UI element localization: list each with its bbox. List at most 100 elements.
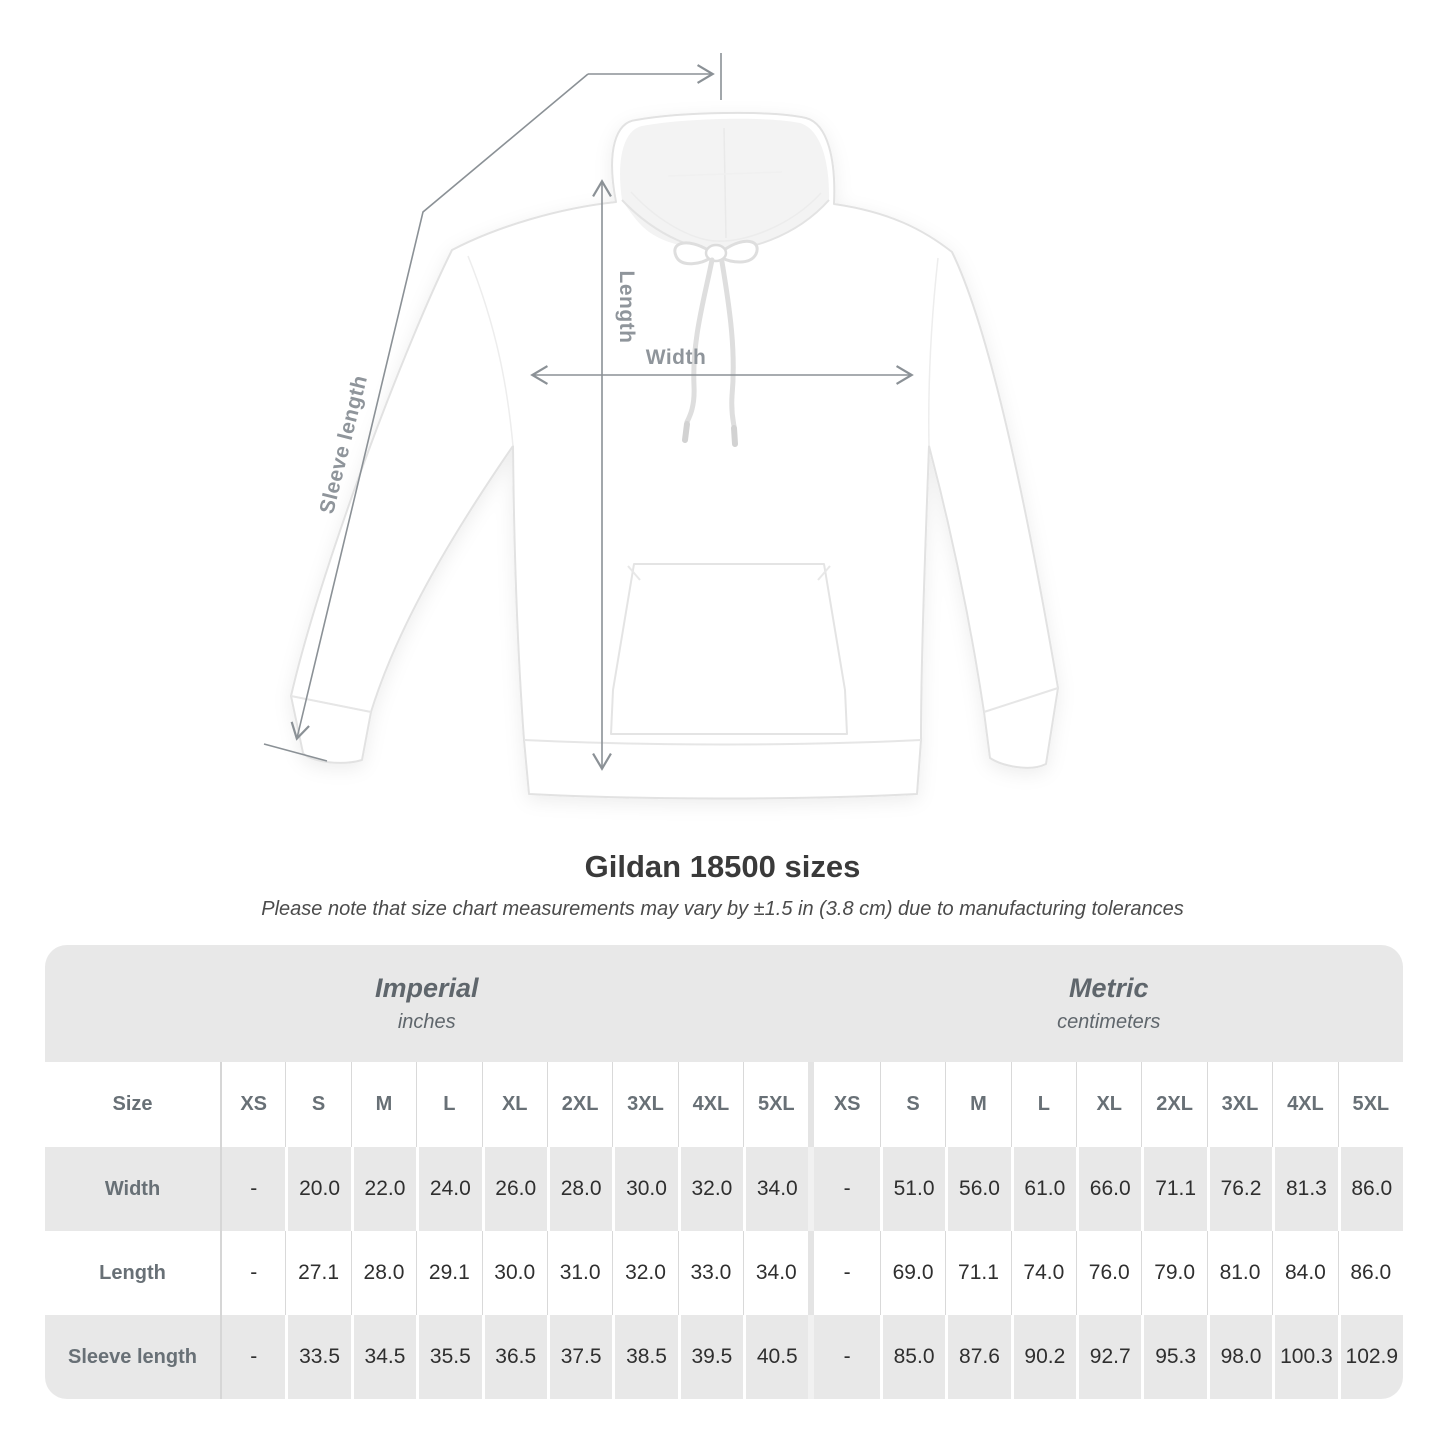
- table-cell: 36.5: [481, 1315, 547, 1399]
- table-cell: 40.5: [743, 1315, 809, 1399]
- table-cell: 33.0: [677, 1231, 743, 1315]
- metric-group-header: Metric centimeters: [815, 945, 1404, 1062]
- table-cell: 51.0: [879, 1147, 946, 1231]
- unit-divider: [808, 1315, 815, 1399]
- table-cell: -: [814, 1147, 880, 1231]
- table-cell: 22.0: [350, 1147, 417, 1231]
- table-cell: 34.0: [743, 1147, 809, 1231]
- size-table: Imperial inches Metric centimeters Size …: [45, 945, 1403, 1399]
- column-header: M: [350, 1062, 416, 1147]
- row-label: Width: [45, 1147, 220, 1231]
- column-header: 4XL: [1272, 1062, 1337, 1147]
- unit-divider: [808, 1231, 815, 1315]
- hood-rim-inner: [630, 191, 822, 242]
- table-cell: 95.3: [1141, 1315, 1207, 1399]
- table-cell: 24.0: [416, 1147, 482, 1231]
- table-cell: 81.0: [1206, 1231, 1272, 1315]
- hood-center-seam: [723, 127, 727, 239]
- hem-seam: [523, 739, 922, 746]
- table-row-sleeve-length: Sleeve length - 33.5 34.5 35.5 36.5 37.5…: [45, 1315, 1403, 1399]
- table-cell: 27.1: [285, 1231, 350, 1315]
- table-cell: 100.3: [1272, 1315, 1338, 1399]
- table-cell: -: [220, 1147, 286, 1231]
- metric-unit: centimeters: [1057, 1011, 1161, 1033]
- table-row-width: Width - 20.0 22.0 24.0 26.0 28.0 30.0 32…: [45, 1147, 1403, 1231]
- imperial-label: Imperial: [374, 973, 479, 1003]
- drawstring-right: [719, 259, 737, 429]
- column-header: L: [416, 1062, 481, 1147]
- left-shoulder-seam: [467, 255, 514, 447]
- table-cell: 28.0: [546, 1147, 613, 1231]
- column-header: 2XL: [546, 1062, 612, 1147]
- table-cell: 98.0: [1206, 1315, 1273, 1399]
- drawstring-loop-left: [673, 241, 711, 266]
- column-header: M: [945, 1062, 1010, 1147]
- length-label: Length: [615, 271, 638, 344]
- table-cell: 79.0: [1141, 1231, 1206, 1315]
- cuff-tick: [263, 743, 328, 762]
- column-header: 3XL: [612, 1062, 677, 1147]
- row-label: Length: [99, 1261, 166, 1284]
- pocket-stitch-right: [817, 565, 831, 581]
- column-header: S: [285, 1062, 350, 1147]
- table-cell: 30.0: [481, 1231, 547, 1315]
- table-cell: 76.2: [1206, 1147, 1273, 1231]
- table-cell: 31.0: [546, 1231, 612, 1315]
- table-cell: 86.0: [1337, 1231, 1403, 1315]
- unit-divider: [808, 1147, 815, 1231]
- hoodie-measurement-diagram: Sleeve length Length Width: [263, 53, 1059, 800]
- column-header: XS: [833, 1093, 861, 1115]
- table-cell: 90.2: [1010, 1315, 1077, 1399]
- row-label: Sleeve length: [45, 1315, 220, 1399]
- hood-crease: [667, 171, 783, 177]
- size-header-row: Size XS S M L XL 2XL 3XL 4XL 5XL XS S M …: [45, 1062, 1403, 1147]
- table-cell: 71.1: [1141, 1147, 1207, 1231]
- column-header: 5XL: [1337, 1062, 1403, 1147]
- sleeve-length-arrow: [290, 73, 589, 741]
- table-cell: -: [220, 1231, 285, 1315]
- imperial-unit: inches: [397, 1011, 456, 1033]
- metric-label: Metric: [1068, 973, 1149, 1003]
- column-header: 4XL: [677, 1062, 743, 1147]
- table-cell: 20.0: [285, 1147, 351, 1231]
- hoodie-illustration: [290, 111, 1059, 800]
- table-cell: 102.9: [1337, 1315, 1403, 1399]
- drawstring-aglet-right: [731, 425, 738, 447]
- table-cell: 38.5: [612, 1315, 678, 1399]
- drawstring-loop-right: [721, 239, 759, 264]
- table-cell: 56.0: [945, 1147, 1011, 1231]
- table-cell: 85.0: [879, 1315, 946, 1399]
- table-cell: 33.5: [285, 1315, 351, 1399]
- table-cell: -: [814, 1315, 880, 1399]
- column-header: XL: [481, 1062, 547, 1147]
- column-header: S: [879, 1062, 945, 1147]
- table-cell: 71.1: [945, 1231, 1010, 1315]
- table-cell: 66.0: [1076, 1147, 1142, 1231]
- table-cell: 39.5: [677, 1315, 744, 1399]
- kangaroo-pocket: [610, 563, 848, 735]
- right-shoulder-seam: [928, 257, 939, 447]
- table-cell: 81.3: [1272, 1147, 1338, 1231]
- drawstring-aglet-left: [682, 421, 690, 443]
- table-cell: 34.0: [743, 1231, 808, 1315]
- left-cuff-seam: [290, 695, 372, 713]
- table-cell: 32.0: [677, 1147, 744, 1231]
- table-cell: 76.0: [1076, 1231, 1141, 1315]
- column-header: 2XL: [1141, 1062, 1206, 1147]
- unit-group-row: Imperial inches Metric centimeters: [45, 945, 1403, 1062]
- column-header: 5XL: [743, 1062, 808, 1147]
- table-cell: 37.5: [546, 1315, 613, 1399]
- column-header: L: [1010, 1062, 1076, 1147]
- unit-divider: [808, 1062, 815, 1147]
- page-title: Gildan 18500 sizes: [584, 849, 861, 884]
- drawstring-knot: [704, 243, 728, 263]
- table-cell: -: [843, 1261, 851, 1284]
- table-cell: 87.6: [945, 1315, 1011, 1399]
- table-cell: 30.0: [612, 1147, 678, 1231]
- table-cell: 69.0: [879, 1231, 945, 1315]
- column-header: XS: [220, 1062, 285, 1147]
- table-cell: 92.7: [1076, 1315, 1142, 1399]
- table-cell: 29.1: [416, 1231, 481, 1315]
- table-cell: 32.0: [612, 1231, 677, 1315]
- table-cell: 84.0: [1272, 1231, 1337, 1315]
